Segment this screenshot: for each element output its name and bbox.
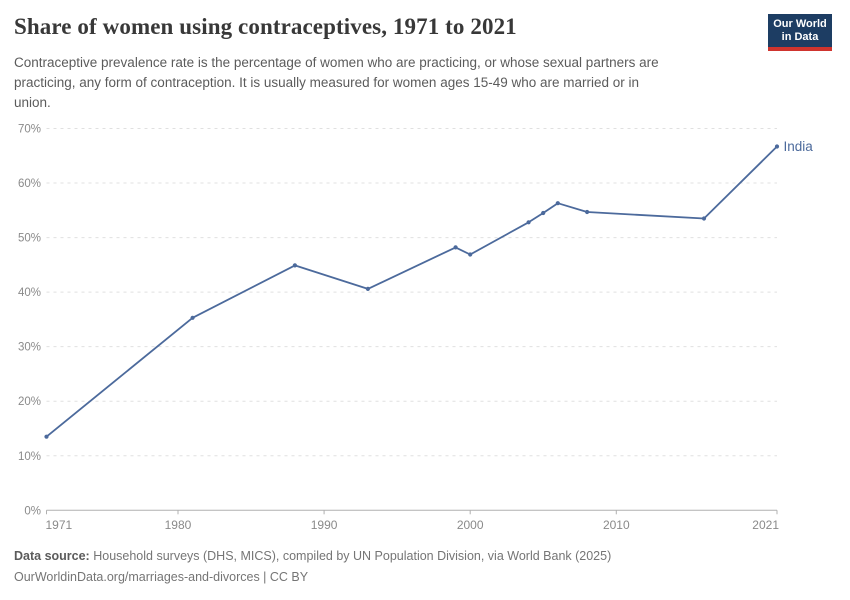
data-point-marker[interactable] [774,144,780,149]
y-tick-label: 20% [18,396,41,408]
y-axis-grid: 0% 10% 20% 30% 40% 50% 60% 70% [18,124,777,517]
subtitle-line: practicing, any form of contraception. I… [14,75,640,90]
footer-note: OurWorldinData.org/marriages-and-divorce… [14,569,309,584]
owid-logo-line2: in Data [781,30,819,43]
series-india: India [44,139,813,439]
data-point-marker[interactable] [292,263,297,268]
data-source-text: Household surveys (DHS, MICS), compiled … [93,549,612,563]
data-point-marker[interactable] [468,252,473,257]
subtitle-line: union. [14,95,51,110]
chart-subtitle: Contraceptive prevalence rate is the per… [14,53,754,113]
data-point-marker[interactable] [526,220,531,225]
subtitle-line: Contraceptive prevalence rate is the per… [14,55,659,70]
x-tick-label: 2021 [752,518,779,532]
data-source-line: Data source: Household surveys (DHS, MIC… [14,546,794,567]
y-tick-label: 30% [18,342,41,354]
chart-title: Share of women using contraceptives, 197… [14,14,517,39]
x-tick-label: 2000 [457,518,484,532]
y-tick-label: 60% [18,178,41,190]
series-end-label[interactable]: India [784,139,814,154]
data-point-marker[interactable] [701,216,707,221]
data-point-marker[interactable] [44,434,49,439]
chart-footer: Data source: Household surveys (DHS, MIC… [14,546,794,587]
x-tick-label: 1971 [46,518,73,532]
data-point-marker[interactable] [453,245,458,250]
x-tick-label: 2010 [603,518,630,532]
y-tick-label: 40% [18,287,41,299]
x-axis: 1971 1980 1990 2000 2010 2021 [46,510,779,532]
data-point-marker[interactable] [585,209,590,215]
y-tick-label: 0% [24,505,41,517]
line-series[interactable] [45,145,778,438]
data-point-marker[interactable] [190,315,195,320]
data-source-label: Data source: [14,549,90,563]
y-tick-label: 50% [18,233,41,245]
y-tick-label: 10% [18,451,41,463]
data-point-marker[interactable] [555,201,560,206]
data-point-marker[interactable] [365,286,370,291]
x-tick-label: 1980 [165,518,192,532]
x-tick-label: 1990 [311,518,338,532]
y-tick-label: 70% [18,124,41,136]
owid-logo-line1: Our World [773,17,827,30]
data-point-marker[interactable] [541,210,546,216]
owid-logo[interactable]: Our World in Data [768,14,832,51]
